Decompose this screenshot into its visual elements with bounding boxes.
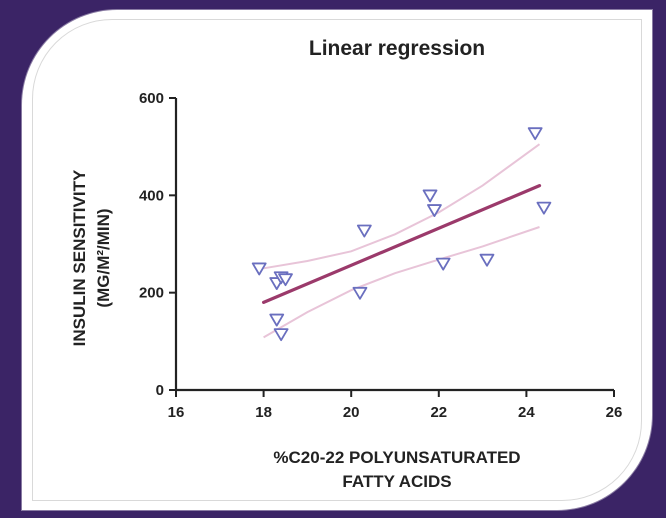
data-point	[428, 205, 441, 216]
x-tick-label: 20	[343, 404, 360, 421]
data-point	[275, 329, 288, 340]
x-axis-label-line-2: FATTY ACIDS	[342, 472, 451, 491]
data-point	[358, 225, 371, 236]
y-tick-label: 400	[139, 187, 164, 204]
plot-area: 0 200 400 600 16 18 20 22 24 26	[139, 90, 622, 421]
confidence-band-upper	[264, 144, 540, 268]
x-tick-label: 18	[255, 404, 272, 421]
data-point	[424, 190, 437, 201]
x-tick-label: 22	[430, 404, 447, 421]
y-tick-label: 600	[139, 90, 164, 107]
data-point	[480, 255, 493, 266]
data-point	[353, 288, 366, 299]
data-point	[437, 259, 450, 270]
x-axis-label-line-1: %C20-22 POLYUNSATURATED	[273, 448, 520, 467]
y-axis-label: INSULIN SENSITIVITY (MG/M²/MIN)	[70, 169, 113, 346]
x-tick-label: 24	[518, 404, 535, 421]
y-tick-label: 200	[139, 285, 164, 302]
data-point	[270, 315, 283, 326]
x-tick-label: 26	[606, 404, 623, 421]
data-point	[529, 128, 542, 139]
chart-title: Linear regression	[309, 37, 485, 60]
data-point	[537, 203, 550, 214]
y-axis-label-line-1: INSULIN SENSITIVITY	[70, 169, 89, 346]
regression-line	[264, 186, 540, 303]
y-tick-label: 0	[156, 382, 164, 399]
y-axis-label-line-2: (MG/M²/MIN)	[94, 208, 113, 307]
x-tick-label: 16	[168, 404, 185, 421]
